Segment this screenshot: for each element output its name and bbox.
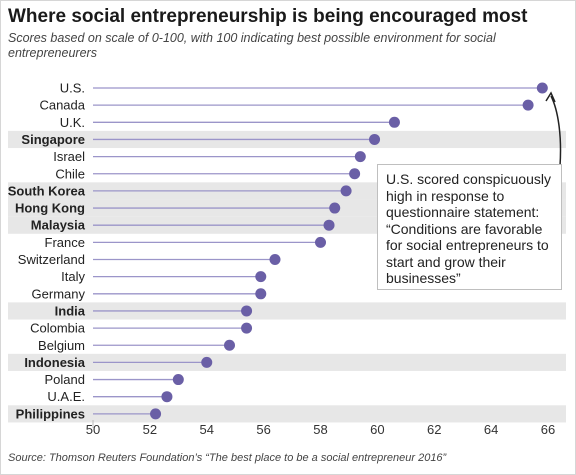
category-label: Colombia — [30, 321, 86, 336]
x-tick-label: 66 — [541, 422, 555, 437]
category-label: South Korea — [8, 183, 86, 198]
highlight-band — [8, 353, 566, 371]
category-label: Belgium — [38, 338, 85, 353]
data-dot — [255, 271, 267, 283]
chart-title: Where social entrepreneurship is being e… — [8, 6, 528, 27]
category-label: Italy — [61, 269, 85, 284]
chart-subtitle: Scores based on scale of 0-100, with 100… — [8, 31, 496, 60]
data-dot — [224, 339, 235, 351]
data-dot — [241, 322, 253, 334]
data-dot — [354, 151, 366, 163]
data-dot — [255, 288, 267, 300]
dots — [150, 82, 548, 420]
category-label: Indonesia — [24, 355, 85, 370]
x-tick-label: 60 — [370, 422, 384, 437]
data-dot — [536, 82, 548, 94]
data-dot — [388, 116, 400, 128]
data-dot — [161, 391, 173, 403]
data-dot — [329, 202, 341, 214]
data-dot — [150, 408, 162, 420]
data-dot — [340, 185, 352, 197]
stems — [93, 87, 543, 415]
data-dot — [269, 254, 281, 265]
category-label: U.S. — [60, 81, 85, 96]
source-note: Source: Thomson Reuters Foundation’s “Th… — [8, 452, 447, 464]
category-label: India — [55, 303, 86, 318]
category-label: Singapore — [21, 132, 85, 147]
x-tick-label: 64 — [484, 422, 498, 437]
highlight-band — [8, 302, 566, 320]
highlight-band — [8, 405, 566, 423]
data-dot — [323, 219, 335, 231]
x-axis: 50 52 54 56 58 60 62 64 66 — [86, 420, 555, 437]
category-label: Chile — [55, 166, 85, 181]
us-annotation: U.S. scored conspicuously high in respon… — [377, 164, 562, 290]
data-dot — [315, 236, 326, 248]
x-tick-label: 50 — [86, 422, 100, 437]
x-tick-label: 62 — [427, 422, 441, 437]
category-label: Germany — [32, 286, 86, 301]
category-label: Switzerland — [18, 252, 85, 267]
category-label: Malaysia — [31, 218, 86, 233]
x-tick-label: 52 — [143, 422, 157, 437]
annotation-arrowhead — [545, 91, 556, 103]
data-dot — [349, 168, 361, 180]
category-label: Hong Kong — [15, 201, 85, 216]
x-tick-label: 54 — [200, 422, 214, 437]
category-label: Poland — [45, 372, 85, 387]
category-label: Canada — [39, 98, 85, 113]
x-tick-label: 56 — [256, 422, 270, 437]
data-dot — [369, 133, 381, 145]
data-dot — [172, 374, 184, 386]
category-label: Philippines — [16, 406, 85, 421]
category-label: Israel — [53, 149, 85, 164]
annotation-arrow — [550, 95, 562, 167]
category-labels: U.S. Canada U.K. Singapore Israel Chile South … — [8, 81, 86, 422]
category-label: France — [45, 235, 85, 250]
category-label: U.K. — [60, 115, 85, 130]
data-dot — [241, 305, 253, 317]
category-label: U.A.E. — [47, 389, 85, 404]
data-dot — [201, 356, 213, 368]
x-tick-label: 58 — [313, 422, 327, 437]
data-dot — [522, 99, 534, 111]
